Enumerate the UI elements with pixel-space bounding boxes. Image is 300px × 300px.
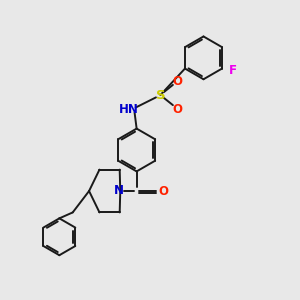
Text: O: O [172, 74, 182, 88]
Text: O: O [172, 103, 182, 116]
Text: N: N [114, 184, 124, 197]
Text: F: F [229, 64, 237, 76]
Text: S: S [156, 88, 165, 101]
Text: O: O [158, 184, 168, 197]
Text: HN: HN [119, 103, 139, 116]
